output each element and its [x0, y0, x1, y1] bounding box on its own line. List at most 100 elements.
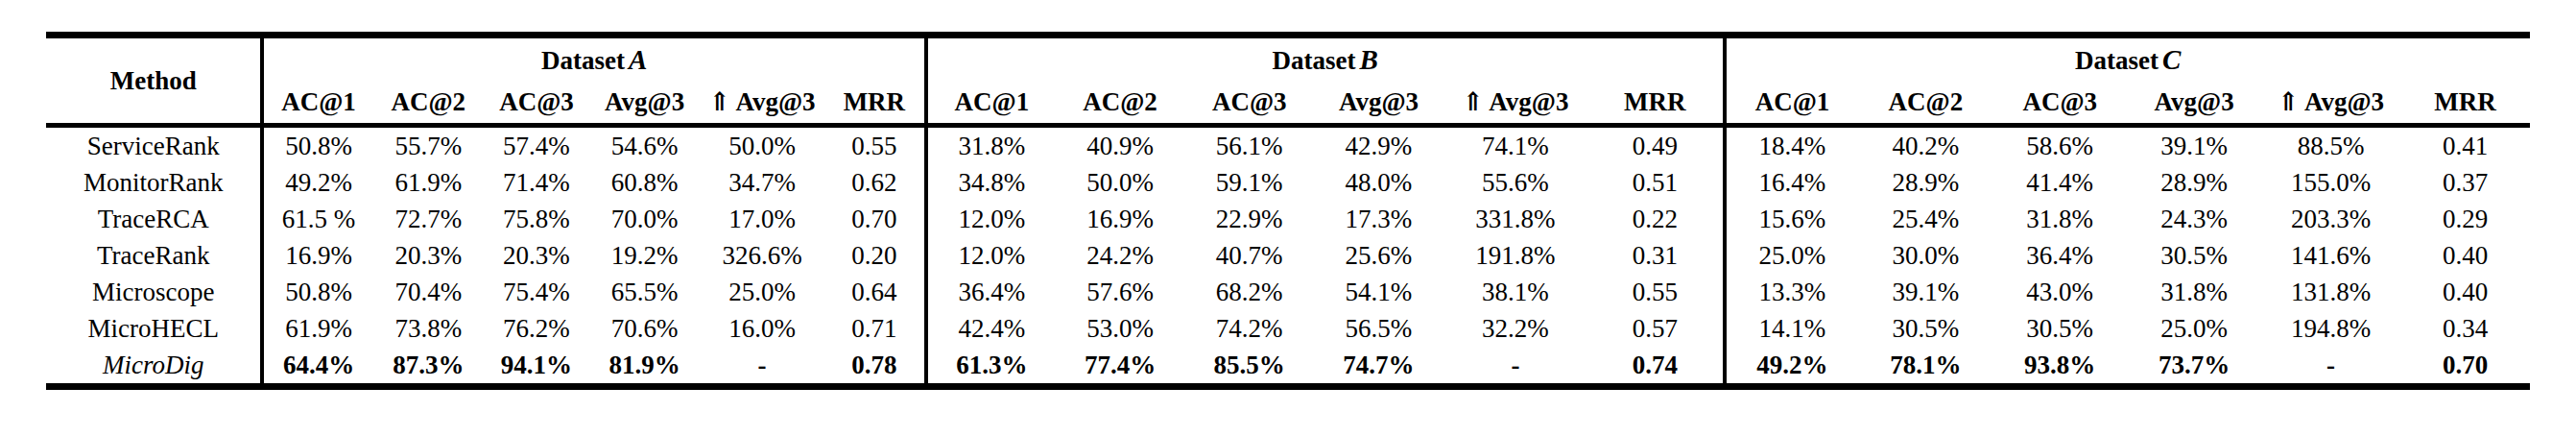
- value-cell: 81.9%: [589, 347, 700, 387]
- group-header-dataset-a: DatasetA: [262, 36, 926, 82]
- method-name: MonitorRank: [46, 164, 262, 201]
- method-name: MicroDig: [46, 347, 262, 387]
- value-cell: 88.5%: [2261, 126, 2400, 165]
- value-cell: 49.2%: [262, 164, 372, 201]
- table-row: MonitorRank 49.2%61.9%71.4%60.8%34.7%0.6…: [46, 164, 2530, 201]
- value-cell: 14.1%: [1725, 310, 1859, 347]
- value-cell: 77.4%: [1056, 347, 1185, 387]
- value-cell: 0.78: [824, 347, 926, 387]
- value-cell: 61.9%: [262, 310, 372, 347]
- value-cell: 61.5 %: [262, 201, 372, 237]
- value-cell: 64.4%: [262, 347, 372, 387]
- value-cell: 40.9%: [1056, 126, 1185, 165]
- dataset-letter-c: C: [2159, 44, 2181, 75]
- value-cell: 39.1%: [2127, 126, 2261, 165]
- value-cell: 55.6%: [1443, 164, 1587, 201]
- method-name: Microscope: [46, 274, 262, 310]
- value-cell: 0.20: [824, 237, 926, 274]
- value-cell: 32.2%: [1443, 310, 1587, 347]
- value-cell: 0.70: [824, 201, 926, 237]
- value-cell: 48.0%: [1314, 164, 1443, 201]
- value-cell: 0.31: [1587, 237, 1724, 274]
- value-cell: 42.4%: [926, 310, 1056, 347]
- value-cell: -: [700, 347, 824, 387]
- table-row: TraceRank 16.9%20.3%20.3%19.2%326.6%0.20…: [46, 237, 2530, 274]
- value-cell: 20.3%: [484, 237, 589, 274]
- value-cell: 75.8%: [484, 201, 589, 237]
- table-header: Method DatasetA DatasetB DatasetC AC@1 AC…: [46, 36, 2530, 126]
- value-cell: 20.3%: [373, 237, 484, 274]
- value-cell: 76.2%: [484, 310, 589, 347]
- col-header-mrr-group1: MRR: [1587, 81, 1724, 126]
- value-cell: 61.9%: [373, 164, 484, 201]
- col-header-ac@3-group1: AC@3: [1184, 81, 1314, 126]
- col-header-avg@3-group0: Avg@3: [589, 81, 700, 126]
- value-cell: 31.8%: [2127, 274, 2261, 310]
- value-cell: 0.37: [2400, 164, 2530, 201]
- value-cell: 41.4%: [1992, 164, 2127, 201]
- dataset-letter-b: B: [1356, 44, 1378, 75]
- value-cell: 0.70: [2400, 347, 2530, 387]
- table-row: Microscope 50.8%70.4%75.4%65.5%25.0%0.64…: [46, 274, 2530, 310]
- value-cell: 74.2%: [1184, 310, 1314, 347]
- col-header-mrr-group2: MRR: [2400, 81, 2530, 126]
- value-cell: 40.2%: [1858, 126, 1992, 165]
- value-cell: -: [1443, 347, 1587, 387]
- col-header-ac@2-group2: AC@2: [1858, 81, 1992, 126]
- group-header-row: Method DatasetA DatasetB DatasetC: [46, 36, 2530, 82]
- value-cell: 15.6%: [1725, 201, 1859, 237]
- value-cell: 0.34: [2400, 310, 2530, 347]
- value-cell: 70.0%: [589, 201, 700, 237]
- value-cell: 0.55: [824, 126, 926, 165]
- value-cell: 141.6%: [2261, 237, 2400, 274]
- value-cell: 25.0%: [1725, 237, 1859, 274]
- value-cell: 94.1%: [484, 347, 589, 387]
- value-cell: 56.5%: [1314, 310, 1443, 347]
- value-cell: 50.8%: [262, 274, 372, 310]
- table-row: MicroDig 64.4%87.3%94.1%81.9%-0.7861.3%7…: [46, 347, 2530, 387]
- col-header-method: Method: [46, 36, 262, 126]
- value-cell: 72.7%: [373, 201, 484, 237]
- value-cell: 31.8%: [926, 126, 1056, 165]
- col-header-mrr-group0: MRR: [824, 81, 926, 126]
- value-cell: 53.0%: [1056, 310, 1185, 347]
- value-cell: 16.0%: [700, 310, 824, 347]
- value-cell: 18.4%: [1725, 126, 1859, 165]
- col-header-ac@3-group2: AC@3: [1992, 81, 2127, 126]
- value-cell: 30.5%: [2127, 237, 2261, 274]
- value-cell: 57.6%: [1056, 274, 1185, 310]
- value-cell: 0.64: [824, 274, 926, 310]
- value-cell: 59.1%: [1184, 164, 1314, 201]
- value-cell: 34.7%: [700, 164, 824, 201]
- value-cell: 34.8%: [926, 164, 1056, 201]
- value-cell: 73.7%: [2127, 347, 2261, 387]
- value-cell: 0.57: [1587, 310, 1724, 347]
- col-header-ac@1-group0: AC@1: [262, 81, 372, 126]
- value-cell: 56.1%: [1184, 126, 1314, 165]
- value-cell: 50.0%: [1056, 164, 1185, 201]
- value-cell: 25.6%: [1314, 237, 1443, 274]
- col-header-avg@3-group2: Avg@3: [2127, 81, 2261, 126]
- value-cell: 0.49: [1587, 126, 1724, 165]
- value-cell: 203.3%: [2261, 201, 2400, 237]
- value-cell: 0.22: [1587, 201, 1724, 237]
- value-cell: 39.1%: [1858, 274, 1992, 310]
- col-header-avg@3-group1: ⇑ Avg@3: [1443, 81, 1587, 126]
- value-cell: 49.2%: [1725, 347, 1859, 387]
- col-header-ac@3-group0: AC@3: [484, 81, 589, 126]
- value-cell: 74.7%: [1314, 347, 1443, 387]
- value-cell: 28.9%: [2127, 164, 2261, 201]
- value-cell: 68.2%: [1184, 274, 1314, 310]
- value-cell: 55.7%: [373, 126, 484, 165]
- value-cell: 70.4%: [373, 274, 484, 310]
- value-cell: 0.55: [1587, 274, 1724, 310]
- value-cell: 19.2%: [589, 237, 700, 274]
- value-cell: 50.8%: [262, 126, 372, 165]
- value-cell: 24.2%: [1056, 237, 1185, 274]
- table-container: Method DatasetA DatasetB DatasetC AC@1 AC…: [46, 32, 2530, 390]
- value-cell: 0.74: [1587, 347, 1724, 387]
- value-cell: 28.9%: [1858, 164, 1992, 201]
- value-cell: 60.8%: [589, 164, 700, 201]
- value-cell: 61.3%: [926, 347, 1056, 387]
- value-cell: -: [2261, 347, 2400, 387]
